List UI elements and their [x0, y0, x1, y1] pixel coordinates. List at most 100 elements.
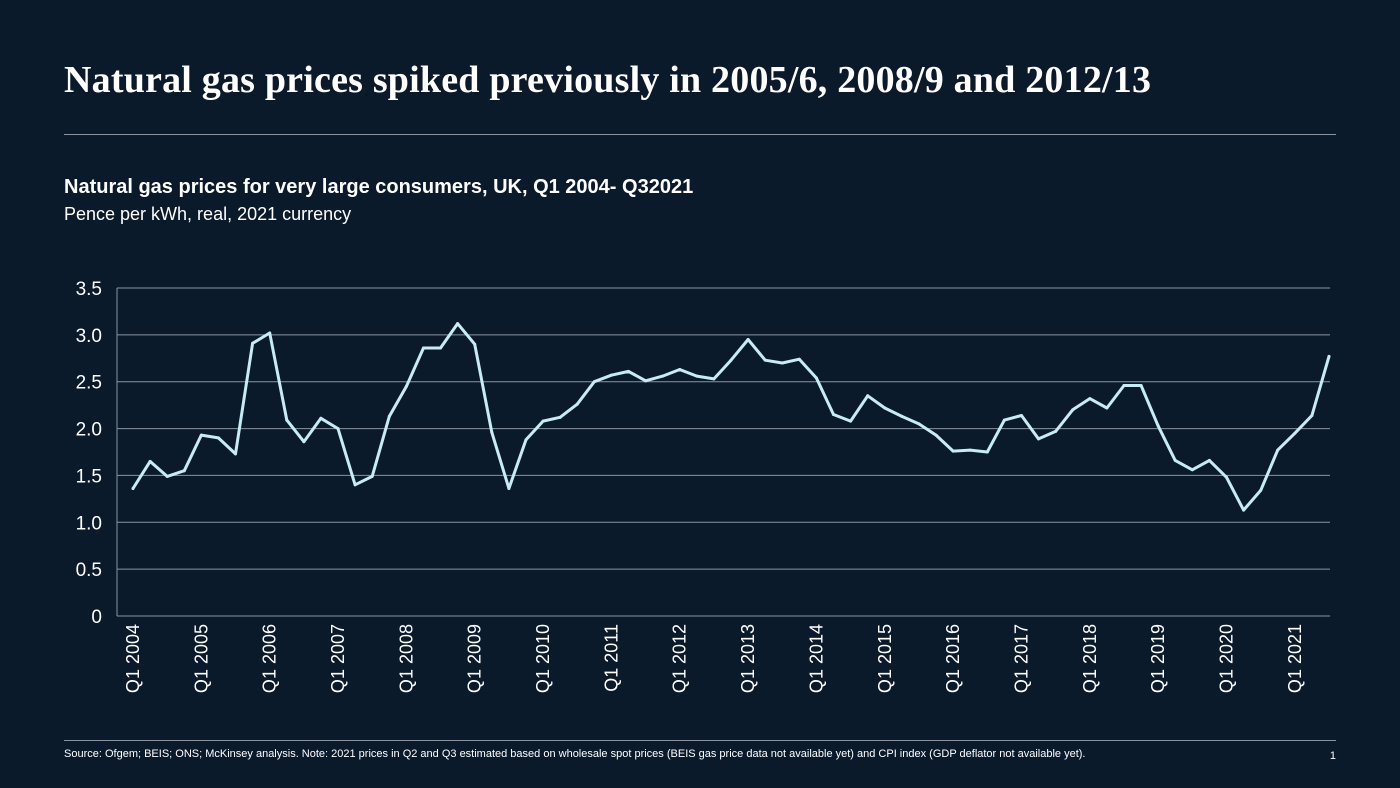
data-point: [541, 419, 545, 423]
x-tick-label-q1-2008: Q1 2008: [396, 624, 416, 693]
x-tick-label-q1-2018: Q1 2018: [1080, 624, 1100, 693]
data-point: [814, 376, 818, 380]
data-point: [849, 419, 853, 423]
data-point: [917, 422, 921, 426]
x-tick-label-q1-2004: Q1 2004: [123, 624, 143, 693]
page-headline: Natural gas prices spiked previously in …: [64, 59, 1152, 101]
data-point: [370, 474, 374, 478]
data-point: [883, 406, 887, 410]
data-point: [832, 413, 836, 417]
data-point: [1276, 448, 1280, 452]
data-point: [421, 346, 425, 350]
y-tick-label-3.0: 3.0: [76, 326, 102, 347]
x-tick-label-q1-2021: Q1 2021: [1285, 624, 1305, 693]
y-tick-label-0.5: 0.5: [76, 560, 102, 581]
chart-subtitle: Pence per kWh, real, 2021 currency: [64, 204, 352, 224]
data-point: [1122, 383, 1126, 387]
x-tick-label-q1-2020: Q1 2020: [1216, 624, 1236, 693]
data-point: [524, 438, 528, 442]
x-tick-label-q1-2015: Q1 2015: [875, 624, 895, 693]
footer-divider: [64, 740, 1336, 741]
data-point: [1037, 437, 1041, 441]
x-tick-label-q1-2016: Q1 2016: [943, 624, 963, 693]
y-tick-label-1.5: 1.5: [76, 466, 102, 487]
data-point: [216, 436, 220, 440]
data-point: [268, 331, 272, 335]
data-point: [1019, 413, 1023, 417]
data-point: [592, 380, 596, 384]
data-point: [1002, 418, 1006, 422]
y-tick-label-2.0: 2.0: [76, 420, 102, 441]
data-point: [1207, 458, 1211, 462]
y-tick-label-0: 0: [91, 607, 102, 628]
data-point: [1310, 413, 1314, 417]
data-point: [644, 379, 648, 383]
x-tick-label-q1-2009: Q1 2009: [465, 624, 485, 693]
data-point: [1071, 408, 1075, 412]
x-tick-label-q1-2012: Q1 2012: [670, 624, 690, 693]
data-point: [1224, 475, 1228, 479]
y-tick-label-3.5: 3.5: [76, 279, 102, 300]
data-point: [148, 459, 152, 463]
data-point: [456, 322, 460, 326]
chart-title: Natural gas prices for very large consum…: [64, 176, 694, 198]
data-point: [968, 448, 972, 452]
data-point: [507, 487, 511, 491]
data-point: [609, 373, 613, 377]
data-point: [182, 469, 186, 473]
x-tick-label-q1-2007: Q1 2007: [328, 624, 348, 693]
data-point: [558, 415, 562, 419]
data-point: [490, 430, 494, 434]
gas-price-line-chart: 0 0.5 1.0 1.5 2.0 2.5 3.0 3.5 Q1 2004 Q1 2005 Q1 2…: [76, 279, 1331, 693]
x-tick-label-q1-2005: Q1 2005: [191, 624, 211, 693]
y-tick-label-1.0: 1.0: [76, 513, 102, 534]
data-point: [951, 449, 955, 453]
data-point: [302, 440, 306, 444]
x-tick-label-q1-2013: Q1 2013: [738, 624, 758, 693]
data-point: [934, 433, 938, 437]
data-point: [251, 341, 255, 345]
data-point: [387, 414, 391, 418]
x-tick-label-q1-2006: Q1 2006: [260, 624, 280, 693]
data-point: [575, 402, 579, 406]
x-tick-label-q1-2019: Q1 2019: [1148, 624, 1168, 693]
source-note: Source: Ofgem; BEIS; ONS; McKinsey analy…: [64, 748, 1086, 760]
data-point: [1327, 354, 1331, 358]
data-point: [1190, 468, 1194, 472]
data-point: [439, 346, 443, 350]
data-point: [712, 377, 716, 381]
data-point: [866, 394, 870, 398]
data-point: [1105, 406, 1109, 410]
x-tick-label-q1-2010: Q1 2010: [533, 624, 553, 693]
x-tick-label-q1-2014: Q1 2014: [806, 624, 826, 693]
data-point: [336, 427, 340, 431]
data-point: [678, 368, 682, 372]
data-point: [353, 483, 357, 487]
data-point: [780, 361, 784, 365]
data-point: [1088, 397, 1092, 401]
data-point: [626, 369, 630, 373]
data-point: [797, 357, 801, 361]
data-point: [1156, 424, 1160, 428]
x-tick-label-q1-2017: Q1 2017: [1011, 624, 1031, 693]
data-point: [1173, 458, 1177, 462]
data-point: [763, 358, 767, 362]
data-point: [131, 487, 135, 491]
headline-divider: [64, 134, 1336, 135]
series-line-gas-price: [131, 322, 1331, 512]
data-point: [900, 414, 904, 418]
data-point: [729, 358, 733, 362]
data-point: [1054, 429, 1058, 433]
data-point: [695, 374, 699, 378]
data-point: [1242, 508, 1246, 512]
data-point: [404, 384, 408, 388]
x-tick-label-q1-2011: Q1 2011: [601, 624, 621, 692]
data-point: [199, 433, 203, 437]
data-point: [1293, 431, 1297, 435]
data-point: [1259, 488, 1263, 492]
page-number: 1: [1329, 750, 1336, 762]
data-point: [1139, 383, 1143, 387]
y-tick-label-2.5: 2.5: [76, 373, 102, 394]
data-point: [661, 374, 665, 378]
data-point: [746, 338, 750, 342]
